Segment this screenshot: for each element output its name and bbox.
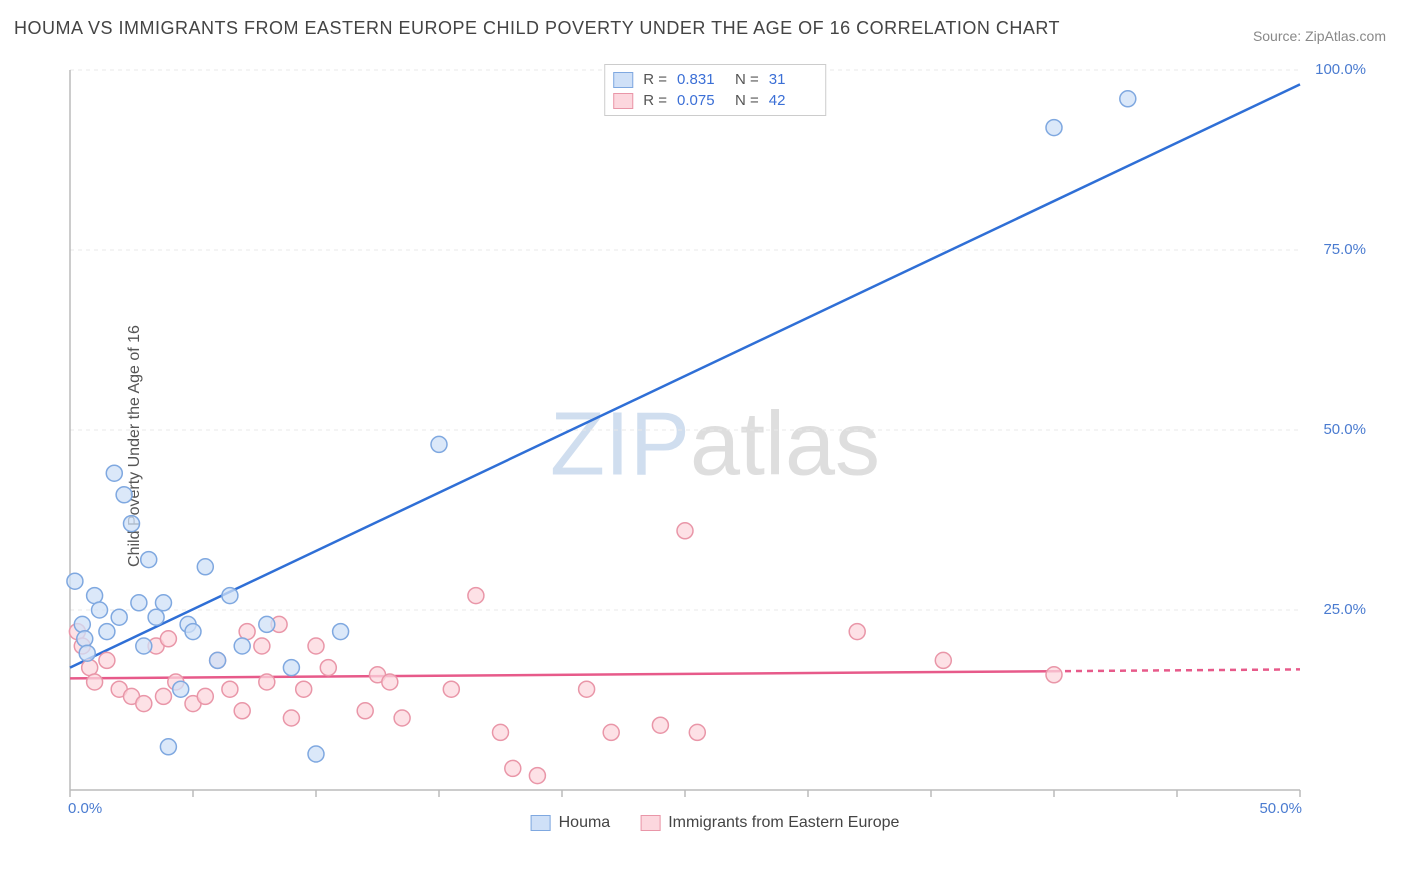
x-tick-label: 0.0% (68, 800, 102, 817)
legend-row-immigrants: R = 0.075 N = 42 (613, 90, 817, 111)
n-value-houma: 31 (769, 71, 817, 88)
legend-correlation: R = 0.831 N = 31 R = 0.075 N = 42 (604, 64, 826, 116)
swatch-immigrants (613, 93, 633, 109)
legend-label-houma: Houma (559, 814, 611, 832)
r-value-immigrants: 0.075 (677, 92, 725, 109)
source-label: Source: ZipAtlas.com (1253, 28, 1386, 44)
legend-item-immigrants: Immigrants from Eastern Europe (640, 814, 899, 832)
legend-row-houma: R = 0.831 N = 31 (613, 69, 817, 90)
n-value-immigrants: 42 (769, 92, 817, 109)
legend-series: Houma Immigrants from Eastern Europe (531, 814, 900, 832)
y-tick-label: 50.0% (1323, 421, 1366, 438)
x-tick-label: 50.0% (1259, 800, 1302, 817)
swatch-immigrants-icon (640, 815, 660, 831)
r-value-houma: 0.831 (677, 71, 725, 88)
legend-label-immigrants: Immigrants from Eastern Europe (668, 814, 899, 832)
y-tick-label: 75.0% (1323, 241, 1366, 258)
y-tick-label: 25.0% (1323, 601, 1366, 618)
swatch-houma-icon (531, 815, 551, 831)
chart-area: ZIPatlas R = 0.831 N = 31 R = 0.075 N = … (60, 60, 1370, 830)
legend-item-houma: Houma (531, 814, 611, 832)
r-label: R = (643, 92, 667, 109)
swatch-houma (613, 72, 633, 88)
chart-title: HOUMA VS IMMIGRANTS FROM EASTERN EUROPE … (14, 18, 1060, 39)
n-label: N = (735, 92, 759, 109)
r-label: R = (643, 71, 667, 88)
scatter-plot (60, 60, 1370, 830)
n-label: N = (735, 71, 759, 88)
y-tick-label: 100.0% (1315, 61, 1366, 78)
